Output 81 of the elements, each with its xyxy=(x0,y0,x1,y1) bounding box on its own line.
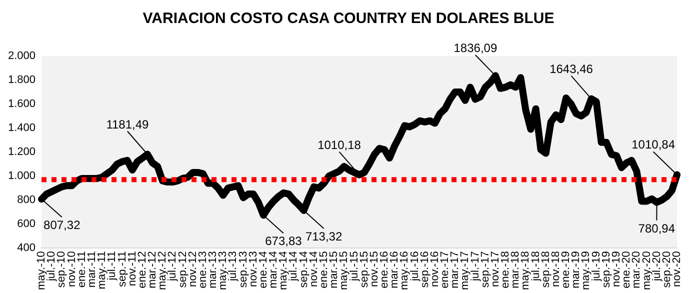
x-tick-label: sep.-19 xyxy=(600,251,612,288)
x-tick-label: sep.-13 xyxy=(237,251,250,288)
x-tick-label: ene.-11 xyxy=(76,251,88,288)
x-tick-label: jul.-15 xyxy=(348,251,360,282)
y-tick-label: 1.800 xyxy=(8,74,36,86)
x-tick-label: sep.-10 xyxy=(56,251,68,288)
data-label: 673,83 xyxy=(265,234,302,248)
data-label: 1010,18 xyxy=(318,138,362,152)
x-tick-label: ene.-20 xyxy=(620,251,633,288)
x-tick-label: may.-16 xyxy=(398,251,411,290)
x-tick-label: jul.-17 xyxy=(469,251,482,282)
x-tick-label: mar.-20 xyxy=(630,251,643,288)
x-tick-label: ene.-19 xyxy=(560,251,572,288)
x-tick-label: nov.-17 xyxy=(489,251,502,287)
x-tick-label: mar.-13 xyxy=(207,251,220,288)
x-tick-label: may.-18 xyxy=(520,251,532,290)
x-tick-label: jul.-16 xyxy=(408,251,421,282)
x-tick-label: jul.-10 xyxy=(46,251,58,282)
data-label: 713,32 xyxy=(305,229,342,244)
x-tick-label: sep.-20 xyxy=(660,251,673,288)
y-tick-label: 800 xyxy=(17,194,36,206)
x-tick-label: ene.-18 xyxy=(500,251,512,288)
x-tick-label: may.-14 xyxy=(278,251,290,290)
x-tick-label: nov.-10 xyxy=(66,251,78,287)
x-tick-label: ene.-13 xyxy=(196,251,209,288)
y-tick-label: 1.000 xyxy=(8,170,36,182)
x-tick-label: nov.-20 xyxy=(671,251,684,287)
x-tick-label: ene.-16 xyxy=(378,251,391,288)
x-tick-label: mar.-14 xyxy=(268,251,280,288)
x-tick-label: sep.-12 xyxy=(176,251,189,288)
x-tick-label: may.-13 xyxy=(217,251,230,290)
x-tick-label: nov.-18 xyxy=(550,251,562,287)
x-tick-label: jul.-19 xyxy=(590,251,602,282)
y-tick-label: 2.000 xyxy=(8,50,36,62)
chart-title: VARIACION COSTO CASA COUNTRY EN DOLARES BLUE xyxy=(142,10,556,27)
x-tick-label: ene.-14 xyxy=(257,251,270,288)
x-tick-label: may.-10 xyxy=(36,251,48,290)
x-tick-label: nov.-14 xyxy=(308,251,320,287)
x-tick-label: nov.-15 xyxy=(368,251,380,287)
data-label: 807,32 xyxy=(44,218,81,232)
x-tick-label: sep.-14 xyxy=(298,251,310,288)
x-tick-label: may.-11 xyxy=(96,251,108,290)
x-tick-label: nov.-16 xyxy=(428,251,441,287)
y-tick-label: 1.200 xyxy=(8,146,36,158)
x-tick-label: mar.-19 xyxy=(570,251,582,288)
x-tick-label: mar.-16 xyxy=(388,251,401,288)
data-label: 780,94 xyxy=(638,221,676,236)
x-tick-label: jul.-20 xyxy=(650,251,663,282)
x-tick-label: mar.-12 xyxy=(146,251,159,288)
x-tick-label: may.-19 xyxy=(580,251,592,290)
x-tick-label: may.-12 xyxy=(156,251,169,290)
x-tick-label: jul.-18 xyxy=(530,251,542,282)
x-tick-label: jul.-13 xyxy=(227,251,240,282)
data-label: 1836,09 xyxy=(454,41,498,55)
x-tick-label: ene.-12 xyxy=(136,251,148,288)
x-tick-label: may.-20 xyxy=(640,251,653,290)
data-label: 1010,84 xyxy=(632,138,676,152)
x-tick-label: mar.-11 xyxy=(86,251,98,288)
x-tick-label: mar.-18 xyxy=(510,251,522,288)
x-tick-label: mar.-15 xyxy=(328,251,340,288)
data-label: 1643,46 xyxy=(550,62,594,76)
x-tick-label: may.-15 xyxy=(338,251,350,290)
x-tick-label: nov.-13 xyxy=(247,251,260,287)
y-tick-label: 400 xyxy=(17,242,36,254)
x-tick-label: mar.-17 xyxy=(449,251,462,288)
x-tick-label: nov.-12 xyxy=(186,251,199,287)
x-tick-label: jul.-14 xyxy=(288,251,300,282)
x-tick-label: nov.-11 xyxy=(126,251,138,286)
y-tick-label: 1.400 xyxy=(8,122,36,134)
x-tick-label: sep.-16 xyxy=(418,251,431,288)
x-tick-label: may.-17 xyxy=(459,251,472,290)
data-label: 1181,49 xyxy=(106,117,149,132)
x-tick-label: jul.-12 xyxy=(166,251,179,282)
x-tick-label: jul.-11 xyxy=(106,251,118,282)
x-tick-label: ene.-17 xyxy=(439,251,452,288)
x-tick-label: nov.-19 xyxy=(610,251,623,287)
x-tick-label: ene.-15 xyxy=(318,251,330,288)
x-tick-label: sep.-18 xyxy=(540,251,552,288)
x-tick-label: sep.-11 xyxy=(116,251,128,287)
y-tick-label: 1.600 xyxy=(8,98,36,110)
y-tick-label: 600 xyxy=(17,218,36,230)
